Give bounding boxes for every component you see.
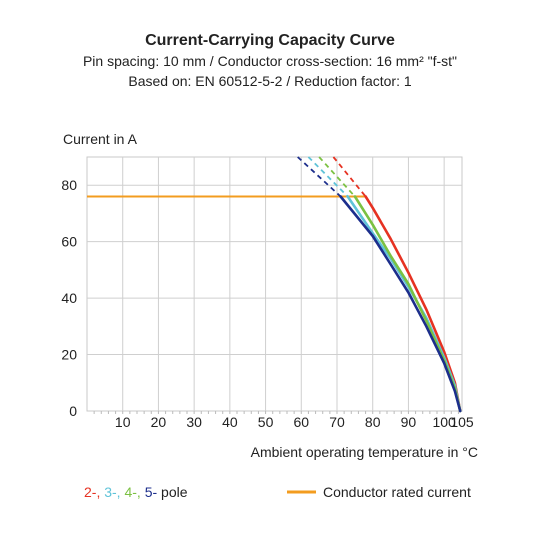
series-3--line	[346, 195, 462, 413]
legend-pole-2: 2-,	[84, 484, 100, 500]
legend-rated-label: Conductor rated current	[323, 484, 471, 500]
y-tick-label: 0	[69, 403, 77, 419]
y-axis-label: Current in A	[63, 131, 138, 147]
legend: 2-, 3-, 4-, 5- pole Conductor rated curr…	[84, 484, 471, 500]
legend-pole-suffix: pole	[157, 484, 188, 500]
series-layer	[87, 156, 462, 413]
legend-pole-4: 4-,	[121, 484, 141, 500]
series-3--dashed	[307, 156, 349, 198]
x-tick-label: 10	[115, 414, 131, 430]
series-5--line	[339, 195, 462, 413]
x-tick-label: 20	[151, 414, 167, 430]
x-tick-label: 40	[222, 414, 238, 430]
plot-grid	[86, 156, 463, 414]
legend-poles: 2-, 3-, 4-, 5- pole	[84, 484, 188, 500]
x-tick-label: 100	[432, 414, 456, 430]
legend-pole-3: 3-,	[100, 484, 120, 500]
x-tick-label: 90	[401, 414, 417, 430]
x-tick-label: 105	[450, 414, 474, 430]
x-tick-label: 80	[365, 414, 381, 430]
chart-title: Current-Carrying Capacity Curve	[145, 32, 395, 49]
x-tick-label: 50	[258, 414, 274, 430]
x-tick-label: 70	[329, 414, 345, 430]
chart-subtitle-1: Pin spacing: 10 mm / Conductor cross-sec…	[83, 53, 457, 69]
y-tick-label: 20	[61, 347, 77, 363]
x-axis-label: Ambient operating temperature in °C	[251, 444, 478, 460]
y-tick-label: 40	[61, 290, 77, 306]
plot-frame	[86, 156, 463, 412]
series-5--dashed	[297, 156, 342, 198]
y-tick-label: 80	[61, 177, 77, 193]
y-tick-label: 60	[61, 234, 77, 250]
chart-subtitle-2: Based on: EN 60512-5-2 / Reduction facto…	[128, 73, 411, 89]
legend-pole-5: 5-	[141, 484, 158, 500]
x-tick-label: 30	[186, 414, 202, 430]
legend-poles-text: 2-, 3-, 4-, 5- pole	[84, 484, 188, 500]
x-tick-label: 60	[293, 414, 309, 430]
